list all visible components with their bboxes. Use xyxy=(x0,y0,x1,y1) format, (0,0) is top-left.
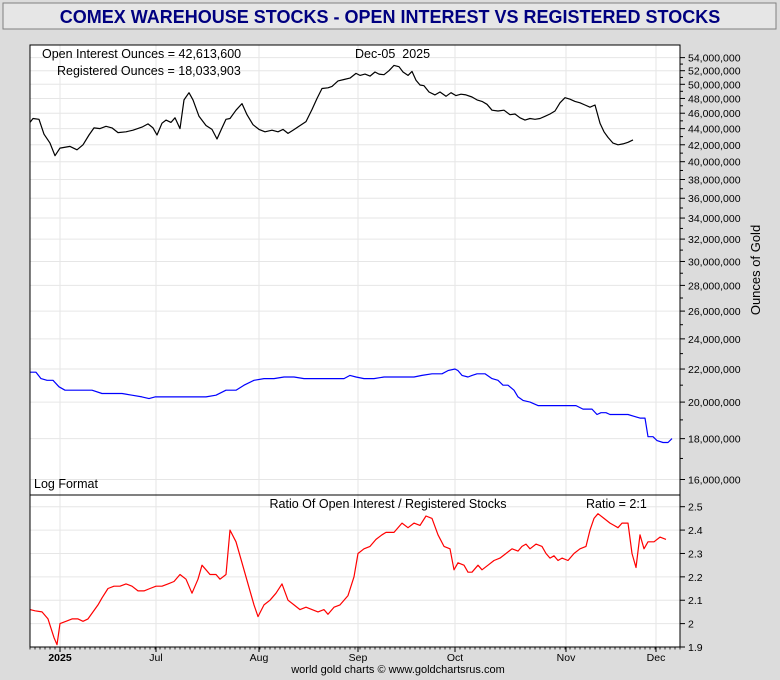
legend-registered: Registered Ounces = 18,033,903 xyxy=(57,64,241,78)
y-tick-label: 52,000,000 xyxy=(688,66,741,78)
x-tick-label: Jul xyxy=(149,652,162,664)
bottom-y-axis: 2.5 2.4 2.3 2.2 2.1 2 1.9 xyxy=(680,502,703,654)
y-tick-label: 22,000,000 xyxy=(688,364,741,376)
y-tick-label: 46,000,000 xyxy=(688,108,741,120)
ratio-line xyxy=(29,513,667,646)
y-tick-label: 36,000,000 xyxy=(688,193,741,205)
y-tick-label: 38,000,000 xyxy=(688,174,741,186)
y-tick-label: 18,000,000 xyxy=(688,434,741,446)
footer-credit: world gold charts © www.goldchartsrus.co… xyxy=(290,664,505,676)
registered-stocks-line xyxy=(30,368,673,444)
ratio-title: Ratio Of Open Interest / Registered Stoc… xyxy=(270,497,507,511)
title-box xyxy=(2,2,777,30)
y-tick-label: 48,000,000 xyxy=(688,93,741,105)
series-layer xyxy=(29,64,673,646)
ratio-y-tick-label: 2.4 xyxy=(688,525,703,537)
y-tick-label: 32,000,000 xyxy=(688,234,741,246)
y-tick-label: 34,000,000 xyxy=(688,213,741,225)
top-plot-area xyxy=(30,45,680,495)
x-tick-label: 2025 xyxy=(48,652,72,664)
ratio-y-tick-label: 2.3 xyxy=(688,548,703,560)
y-tick-label: 16,000,000 xyxy=(688,474,741,486)
y-tick-label: 54,000,000 xyxy=(688,53,741,65)
y-tick-label: 30,000,000 xyxy=(688,256,741,268)
x-tick-label: Oct xyxy=(447,652,463,664)
y-tick-label: 26,000,000 xyxy=(688,306,741,318)
y-tick-label: 44,000,000 xyxy=(688,124,741,136)
y-tick-label: 40,000,000 xyxy=(688,157,741,169)
ratio-y-tick-label: 2 xyxy=(688,619,694,631)
x-tick-label: Dec xyxy=(647,652,666,664)
y-tick-label: 28,000,000 xyxy=(688,280,741,292)
ratio-y-tick-label: 1.9 xyxy=(688,642,703,654)
x-tick-label: Aug xyxy=(250,652,269,664)
x-tick-label: Nov xyxy=(557,652,576,664)
log-format-label: Log Format xyxy=(34,477,98,491)
x-tick-label: Sep xyxy=(349,652,368,664)
ratio-value-label: Ratio = 2:1 xyxy=(586,497,647,511)
y-axis-label: Ounces of Gold xyxy=(748,225,763,315)
open-interest-line xyxy=(29,64,634,157)
ratio-y-tick-label: 2.1 xyxy=(688,595,703,607)
y-tick-label: 20,000,000 xyxy=(688,397,741,409)
y-tick-label: 50,000,000 xyxy=(688,79,741,91)
bottom-gridlines xyxy=(30,495,680,648)
chart-title: COMEX WAREHOUSE STOCKS - OPEN INTEREST V… xyxy=(60,7,720,27)
date-label: Dec-05 2025 xyxy=(355,47,430,61)
top-gridlines xyxy=(30,45,680,495)
y-tick-label: 24,000,000 xyxy=(688,334,741,346)
y-tick-label: 42,000,000 xyxy=(688,140,741,152)
ratio-y-tick-label: 2.2 xyxy=(688,572,703,584)
legend-open-interest: Open Interest Ounces = 42,613,600 xyxy=(42,47,241,61)
ratio-y-tick-label: 2.5 xyxy=(688,502,703,514)
x-axis: 2025 Jul Aug Sep Oct Nov Dec xyxy=(29,647,681,664)
